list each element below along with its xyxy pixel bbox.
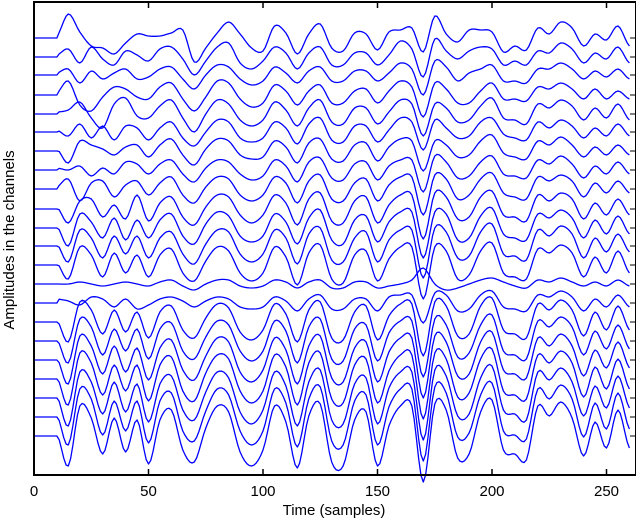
channel-trace-19: [34, 346, 630, 420]
x-tick-label: 150: [365, 483, 390, 500]
x-tick-label: 0: [30, 483, 38, 500]
channel-trace-10: [34, 189, 630, 240]
channel-trace-20: [34, 363, 630, 441]
channel-traces: [34, 13, 631, 483]
y-axis-label: Amplitudes in the channels: [1, 150, 18, 329]
channel-trace-12: [34, 222, 630, 279]
channel-trace-15: [34, 289, 630, 324]
channel-trace-21: [34, 380, 631, 462]
channel-trace-9: [34, 171, 630, 216]
channel-trace-14: [34, 267, 630, 291]
channel-trace-6: [34, 116, 630, 151]
channel-trace-8: [34, 153, 630, 193]
x-ticks: 0 50 100 150 200 250: [30, 2, 619, 500]
channel-trace-18: [34, 329, 630, 399]
channel-trace-5: [34, 96, 630, 137]
channel-trace-3: [34, 58, 630, 96]
x-tick-label: 50: [140, 483, 157, 500]
right-y-ticks: [630, 37, 636, 437]
channel-trace-22: [34, 397, 631, 483]
channel-trace-11: [34, 206, 630, 259]
channel-trace-4: [34, 79, 630, 118]
channel-trace-7: [34, 133, 630, 172]
x-tick-label: 100: [250, 483, 275, 500]
x-tick-label: 250: [594, 483, 619, 500]
axes-frame: [33, 1, 636, 476]
channel-trace-1: [34, 13, 630, 63]
channel-trace-17: [34, 313, 630, 378]
channel-trace-2: [34, 37, 630, 78]
x-axis-label: Time (samples): [283, 502, 386, 519]
channel-trace-16: [34, 296, 630, 357]
channel-trace-13: [34, 241, 630, 300]
x-tick-label: 200: [479, 483, 504, 500]
